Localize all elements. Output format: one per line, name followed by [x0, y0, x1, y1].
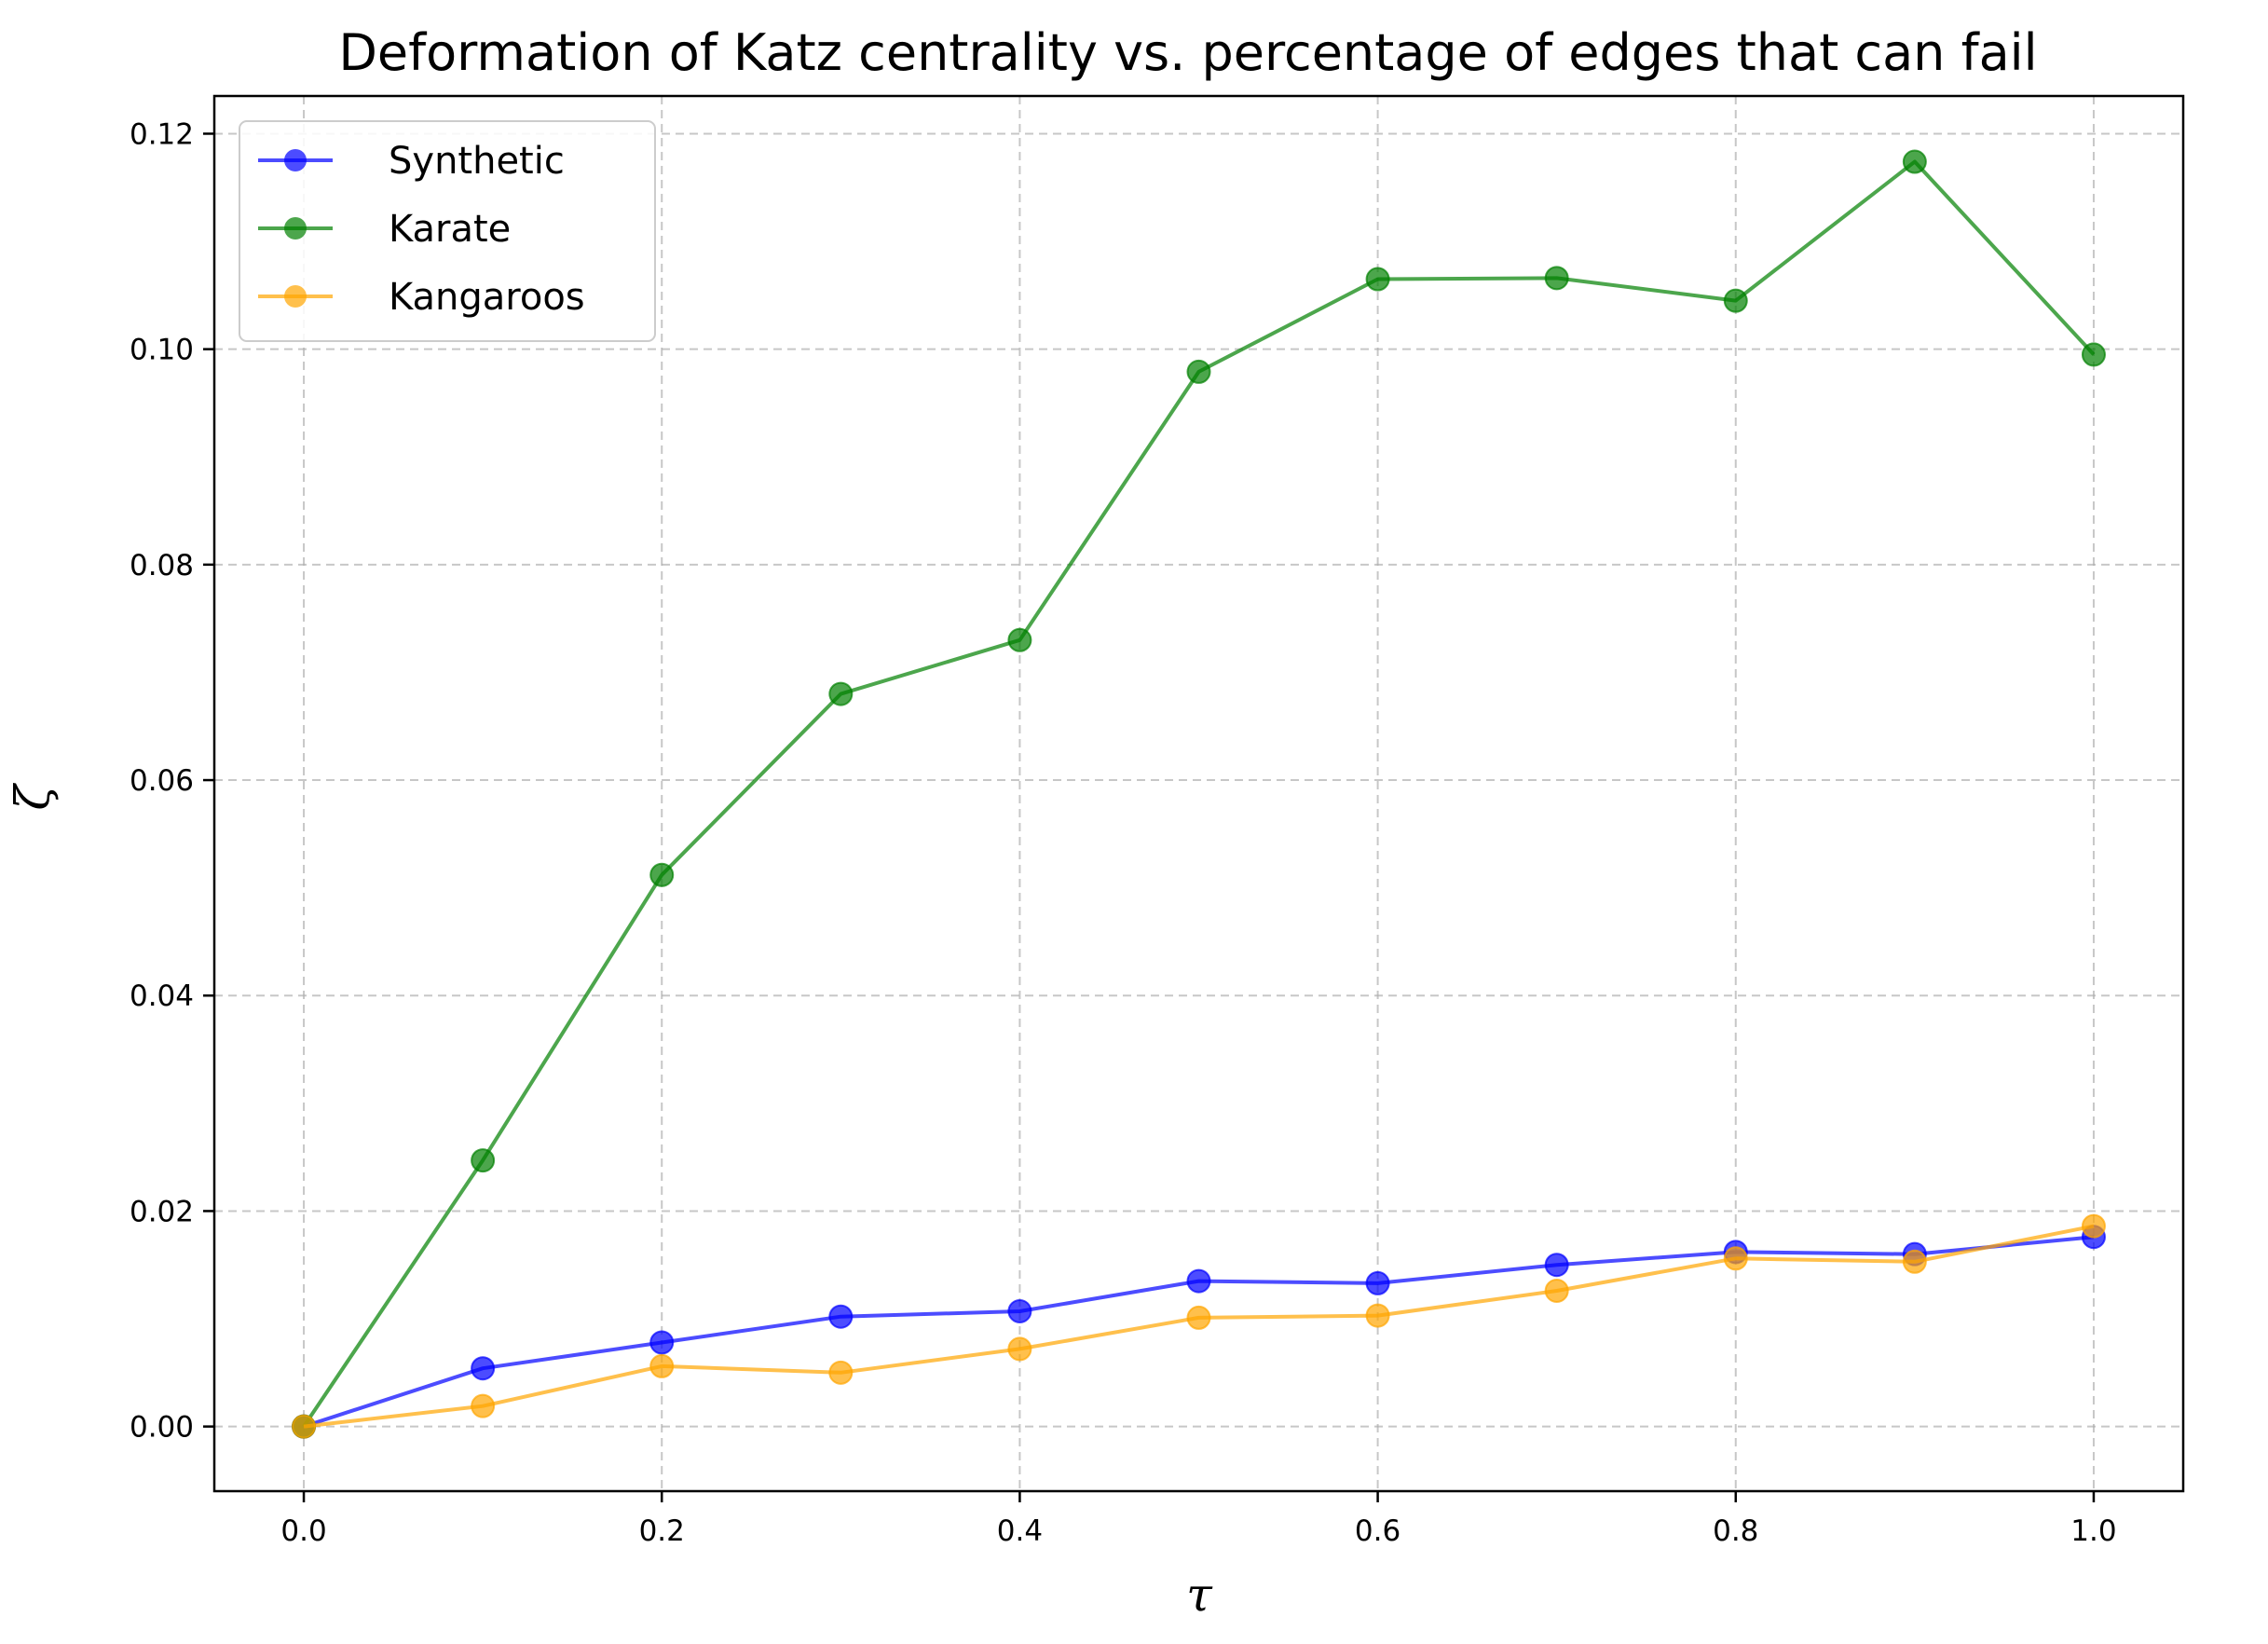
data-point-kangaroos: [1902, 1249, 1927, 1274]
legend-entry-kangaroos: Kangaroos: [258, 276, 585, 319]
data-point-kangaroos: [1186, 1305, 1211, 1330]
data-point-synthetic: [1544, 1253, 1569, 1278]
data-point-kangaroos: [828, 1360, 854, 1385]
data-point-kangaroos: [2081, 1213, 2106, 1239]
plot-frame: [212, 94, 2185, 1493]
series-kangaroos: [292, 1213, 2106, 1439]
legend-marker: [284, 217, 307, 240]
data-point-synthetic: [1007, 1298, 1032, 1323]
y-tick-label: 0.04: [130, 980, 194, 1013]
x-axis-label: τ: [1186, 1568, 1213, 1622]
y-tick-label: 0.06: [130, 764, 194, 798]
grid-lines: [214, 96, 2183, 1491]
legend-entry-synthetic: Synthetic: [258, 140, 565, 183]
data-point-synthetic: [1186, 1268, 1211, 1294]
data-point-kangaroos: [1007, 1336, 1032, 1362]
data-point-karate: [828, 681, 854, 706]
x-tick-label: 0.0: [280, 1514, 326, 1548]
data-point-synthetic: [1365, 1270, 1390, 1295]
data-point-kangaroos: [1365, 1303, 1390, 1328]
data-point-synthetic: [828, 1304, 854, 1329]
legend-entry-karate: Karate: [258, 208, 511, 251]
data-point-synthetic: [649, 1330, 675, 1355]
data-point-karate: [1186, 359, 1211, 384]
data-point-karate: [1365, 267, 1390, 292]
y-tick-label: 0.12: [130, 117, 194, 151]
x-tick-label: 1.0: [2070, 1514, 2116, 1548]
series-lines: [292, 149, 2106, 1439]
data-point-karate: [2081, 342, 2106, 367]
data-point-kangaroos: [471, 1393, 496, 1418]
x-tick-label: 0.6: [1355, 1514, 1400, 1548]
data-point-karate: [1723, 288, 1748, 313]
legend-box: [239, 120, 656, 342]
legend-marker: [284, 149, 307, 171]
series-line-karate: [302, 159, 2096, 1428]
x-tick-label: 0.4: [997, 1514, 1043, 1548]
data-point-kangaroos: [1544, 1278, 1569, 1303]
y-tick-label: 0.00: [130, 1411, 194, 1445]
y-tick-label: 0.08: [130, 549, 194, 582]
y-tick-label: 0.02: [130, 1195, 194, 1228]
data-point-karate: [649, 862, 675, 887]
data-point-karate: [471, 1148, 496, 1173]
data-point-kangaroos: [1723, 1246, 1748, 1271]
data-point-karate: [1544, 266, 1569, 291]
series-synthetic: [292, 1225, 2106, 1439]
legend-marker: [284, 285, 307, 308]
axes: 0.0 0.2 0.4 0.6 0.8 1.0 0.00 0.02 0.04 0.06 0.08 0.…: [130, 117, 2117, 1548]
x-tick-label: 0.2: [639, 1514, 685, 1548]
y-axis-label: ζ: [6, 783, 60, 811]
data-point-kangaroos: [649, 1353, 675, 1378]
data-point-karate: [1902, 149, 1927, 174]
legend-label: Synthetic: [389, 140, 565, 183]
chart-title: Deformation of Katz centrality vs. perce…: [338, 23, 2037, 82]
data-point-synthetic: [471, 1356, 496, 1381]
data-point-karate: [1007, 627, 1032, 652]
x-tick-label: 0.8: [1713, 1514, 1758, 1548]
legend: Synthetic Karate Kangaroos: [239, 120, 656, 342]
series-karate: [292, 149, 2106, 1439]
legend-label: Karate: [389, 208, 511, 251]
y-tick-label: 0.10: [130, 334, 194, 367]
legend-label: Kangaroos: [389, 276, 585, 319]
data-point-kangaroos: [292, 1414, 317, 1439]
series-line-synthetic: [303, 1235, 2095, 1429]
